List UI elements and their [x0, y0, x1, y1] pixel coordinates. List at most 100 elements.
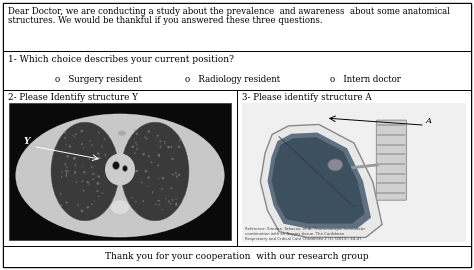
Ellipse shape: [158, 204, 161, 205]
Ellipse shape: [93, 201, 95, 202]
Ellipse shape: [97, 152, 99, 155]
Ellipse shape: [91, 203, 92, 205]
Ellipse shape: [74, 164, 76, 166]
Bar: [9, 103, 231, 240]
Bar: [377, 124, 405, 126]
Ellipse shape: [145, 170, 147, 173]
Ellipse shape: [65, 144, 67, 145]
Ellipse shape: [98, 153, 100, 154]
Bar: [3, 246, 471, 267]
Ellipse shape: [156, 135, 159, 137]
Ellipse shape: [135, 142, 137, 143]
Ellipse shape: [171, 146, 172, 148]
Bar: [377, 183, 405, 184]
Text: o   Surgery resident: o Surgery resident: [55, 76, 142, 85]
Text: Y: Y: [24, 137, 30, 146]
Ellipse shape: [165, 198, 166, 199]
Bar: [242, 103, 466, 242]
Ellipse shape: [150, 161, 153, 163]
Ellipse shape: [81, 143, 83, 145]
Ellipse shape: [178, 146, 180, 148]
Ellipse shape: [176, 176, 178, 178]
Ellipse shape: [112, 161, 119, 170]
Ellipse shape: [64, 131, 66, 134]
Ellipse shape: [86, 206, 89, 208]
Bar: [377, 134, 405, 136]
Ellipse shape: [137, 170, 138, 172]
Ellipse shape: [107, 172, 109, 174]
Text: A: A: [426, 117, 432, 125]
Ellipse shape: [171, 158, 174, 160]
Ellipse shape: [81, 210, 83, 212]
Ellipse shape: [179, 139, 181, 142]
Ellipse shape: [137, 144, 138, 146]
Ellipse shape: [107, 162, 110, 165]
Text: o   Intern doctor: o Intern doctor: [330, 76, 401, 85]
Ellipse shape: [135, 201, 137, 202]
Ellipse shape: [175, 198, 177, 200]
Ellipse shape: [137, 147, 138, 150]
Ellipse shape: [175, 203, 178, 206]
Ellipse shape: [164, 141, 165, 143]
Ellipse shape: [102, 193, 103, 194]
Ellipse shape: [98, 158, 100, 159]
Ellipse shape: [157, 200, 160, 201]
Ellipse shape: [157, 164, 159, 167]
Text: Thank you for your cooperation  with our research group: Thank you for your cooperation with our …: [105, 252, 369, 261]
Ellipse shape: [72, 135, 73, 136]
Ellipse shape: [86, 181, 89, 183]
Ellipse shape: [66, 172, 67, 175]
Ellipse shape: [105, 154, 135, 185]
Ellipse shape: [61, 171, 63, 173]
Ellipse shape: [98, 196, 100, 197]
Ellipse shape: [171, 199, 174, 201]
Ellipse shape: [75, 133, 77, 135]
Ellipse shape: [170, 203, 172, 205]
Ellipse shape: [131, 197, 133, 198]
Ellipse shape: [121, 122, 189, 221]
Ellipse shape: [172, 173, 174, 176]
Ellipse shape: [64, 138, 66, 139]
Polygon shape: [272, 137, 365, 224]
Ellipse shape: [82, 180, 83, 183]
Ellipse shape: [147, 130, 150, 133]
Ellipse shape: [97, 175, 100, 178]
Ellipse shape: [111, 200, 129, 214]
Ellipse shape: [91, 144, 93, 146]
Ellipse shape: [67, 170, 69, 173]
Ellipse shape: [168, 147, 171, 148]
Ellipse shape: [158, 177, 159, 179]
Bar: [377, 192, 405, 194]
Ellipse shape: [60, 204, 63, 206]
Ellipse shape: [74, 136, 75, 138]
Ellipse shape: [69, 145, 71, 148]
Ellipse shape: [136, 133, 138, 135]
Ellipse shape: [168, 201, 170, 202]
Ellipse shape: [16, 114, 224, 237]
Text: Reference: Simone, Tabacov, et al. Thoracoscopic hemostatic
combination with an : Reference: Simone, Tabacov, et al. Thora…: [245, 227, 365, 241]
Ellipse shape: [167, 146, 169, 148]
Ellipse shape: [134, 138, 135, 140]
Ellipse shape: [170, 187, 172, 189]
Ellipse shape: [155, 204, 157, 205]
Ellipse shape: [159, 155, 160, 157]
Ellipse shape: [160, 145, 161, 148]
Ellipse shape: [81, 130, 83, 132]
Ellipse shape: [152, 191, 154, 194]
Ellipse shape: [83, 190, 84, 192]
Ellipse shape: [135, 210, 137, 211]
Polygon shape: [260, 124, 382, 237]
Ellipse shape: [142, 153, 145, 155]
Ellipse shape: [65, 170, 67, 172]
Ellipse shape: [159, 140, 162, 142]
Ellipse shape: [118, 131, 126, 136]
Ellipse shape: [89, 140, 91, 141]
Ellipse shape: [83, 147, 84, 149]
Ellipse shape: [64, 137, 66, 138]
Bar: [377, 144, 405, 146]
Ellipse shape: [162, 177, 164, 179]
Ellipse shape: [75, 181, 77, 183]
Ellipse shape: [134, 151, 136, 154]
Text: structures. We would be thankful if you answered these three questions.: structures. We would be thankful if you …: [8, 16, 323, 25]
Ellipse shape: [92, 173, 94, 175]
